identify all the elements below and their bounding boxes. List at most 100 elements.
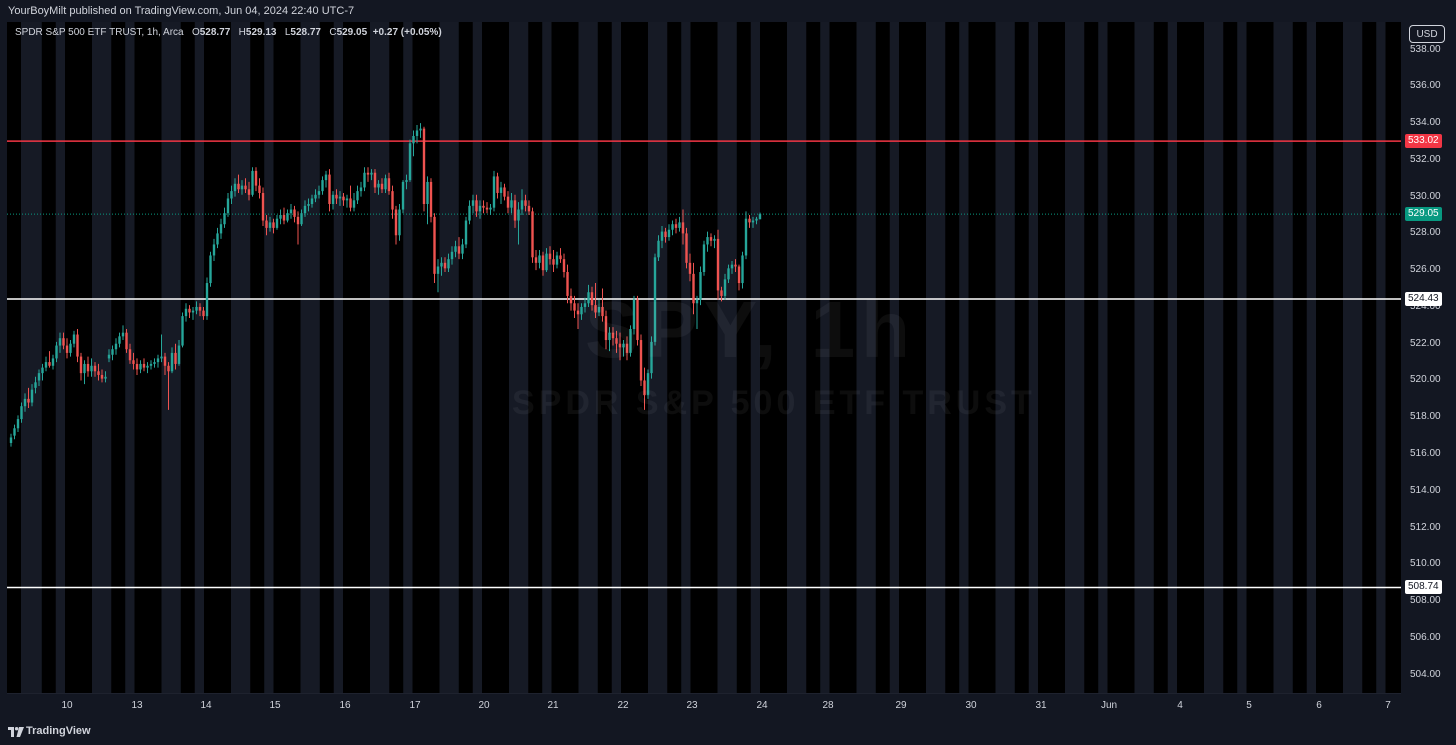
candle-body[interactable]: [258, 185, 261, 193]
candle-body[interactable]: [188, 308, 191, 313]
candle-body[interactable]: [286, 213, 289, 221]
candle-body[interactable]: [615, 338, 618, 344]
candle-body[interactable]: [436, 266, 440, 274]
candle-body[interactable]: [520, 200, 524, 210]
candle-body[interactable]: [121, 332, 125, 337]
chart-area[interactable]: SPY, 1h SPDR S&P 500 ETF TRUST SPDR S&P …: [7, 22, 1401, 693]
candle-body[interactable]: [79, 356, 83, 374]
candle-body[interactable]: [674, 224, 678, 228]
candle-body[interactable]: [692, 273, 695, 304]
candle-body[interactable]: [699, 272, 702, 300]
candle-body[interactable]: [461, 244, 464, 254]
candle-body[interactable]: [548, 253, 552, 260]
candle-body[interactable]: [335, 194, 338, 199]
candle-body[interactable]: [307, 203, 310, 206]
candle-body[interactable]: [83, 363, 86, 374]
candle-body[interactable]: [268, 222, 272, 228]
candle-body[interactable]: [412, 135, 415, 144]
candle-body[interactable]: [506, 196, 510, 208]
candle-body[interactable]: [730, 264, 734, 269]
candle-body[interactable]: [590, 292, 594, 306]
candle-body[interactable]: [230, 191, 233, 199]
candle-body[interactable]: [608, 332, 611, 341]
candle-body[interactable]: [23, 398, 27, 407]
candle-body[interactable]: [205, 283, 209, 317]
candle-body[interactable]: [293, 209, 296, 217]
candle-body[interactable]: [587, 292, 590, 304]
candle-body[interactable]: [569, 295, 573, 304]
candle-body[interactable]: [58, 338, 62, 346]
candle-body[interactable]: [741, 255, 744, 284]
currency-button[interactable]: USD: [1409, 25, 1445, 43]
candle-body[interactable]: [55, 345, 58, 359]
candle-body[interactable]: [748, 218, 751, 223]
candle-body[interactable]: [688, 262, 692, 274]
candle-body[interactable]: [510, 200, 513, 208]
candle-body[interactable]: [597, 306, 601, 313]
candle-body[interactable]: [62, 338, 65, 346]
candle-body[interactable]: [734, 264, 737, 267]
candle-body[interactable]: [457, 246, 461, 254]
candle-body[interactable]: [562, 259, 566, 273]
candle-body[interactable]: [139, 363, 142, 370]
candle-body[interactable]: [156, 358, 160, 363]
candle-body[interactable]: [135, 363, 139, 370]
candle-body[interactable]: [167, 365, 170, 372]
candle-body[interactable]: [289, 209, 293, 214]
candle-body[interactable]: [170, 352, 174, 372]
candle-body[interactable]: [160, 356, 163, 359]
candle-body[interactable]: [356, 191, 359, 201]
candle-body[interactable]: [387, 178, 391, 192]
candle-body[interactable]: [664, 231, 667, 238]
candle-body[interactable]: [531, 211, 534, 258]
candle-body[interactable]: [181, 316, 184, 346]
candle-body[interactable]: [261, 192, 265, 221]
candle-body[interactable]: [142, 363, 146, 368]
candle-body[interactable]: [146, 365, 149, 368]
candle-body[interactable]: [632, 299, 636, 330]
candle-body[interactable]: [97, 371, 100, 375]
candle-body[interactable]: [443, 262, 447, 269]
candle-body[interactable]: [755, 218, 758, 221]
candle-body[interactable]: [594, 305, 597, 313]
candle-body[interactable]: [408, 143, 412, 181]
brand-name[interactable]: TradingView: [26, 725, 91, 737]
candle-body[interactable]: [604, 316, 608, 341]
candle-body[interactable]: [758, 214, 762, 220]
candle-body[interactable]: [611, 332, 615, 339]
candle-body[interactable]: [345, 198, 349, 201]
candle-body[interactable]: [618, 343, 622, 348]
candle-body[interactable]: [482, 205, 485, 208]
candle-body[interactable]: [492, 176, 496, 208]
candle-body[interactable]: [349, 198, 352, 208]
candle-body[interactable]: [471, 200, 475, 206]
candle-body[interactable]: [195, 306, 198, 311]
candle-body[interactable]: [419, 128, 422, 131]
candle-body[interactable]: [576, 310, 580, 315]
candle-body[interactable]: [384, 178, 387, 190]
candle-body[interactable]: [681, 222, 685, 234]
candle-body[interactable]: [685, 233, 688, 263]
candle-body[interactable]: [352, 200, 356, 208]
candle-body[interactable]: [415, 130, 419, 136]
candle-body[interactable]: [363, 172, 366, 188]
candle-body[interactable]: [629, 329, 632, 353]
candle-body[interactable]: [279, 215, 282, 219]
candle-body[interactable]: [254, 170, 258, 186]
candle-body[interactable]: [272, 222, 275, 228]
candle-body[interactable]: [517, 209, 520, 221]
candle-body[interactable]: [114, 343, 118, 350]
candle-body[interactable]: [394, 209, 398, 236]
candle-body[interactable]: [342, 196, 345, 201]
candle-body[interactable]: [373, 172, 377, 188]
candle-body[interactable]: [282, 215, 286, 221]
candle-body[interactable]: [713, 238, 716, 241]
candle-body[interactable]: [657, 240, 660, 258]
candle-body[interactable]: [34, 382, 37, 388]
candle-body[interactable]: [174, 352, 177, 364]
candle-body[interactable]: [370, 172, 373, 175]
candle-body[interactable]: [391, 191, 394, 210]
candle-body[interactable]: [534, 257, 538, 263]
candle-body[interactable]: [639, 340, 643, 381]
candle-body[interactable]: [499, 187, 503, 193]
